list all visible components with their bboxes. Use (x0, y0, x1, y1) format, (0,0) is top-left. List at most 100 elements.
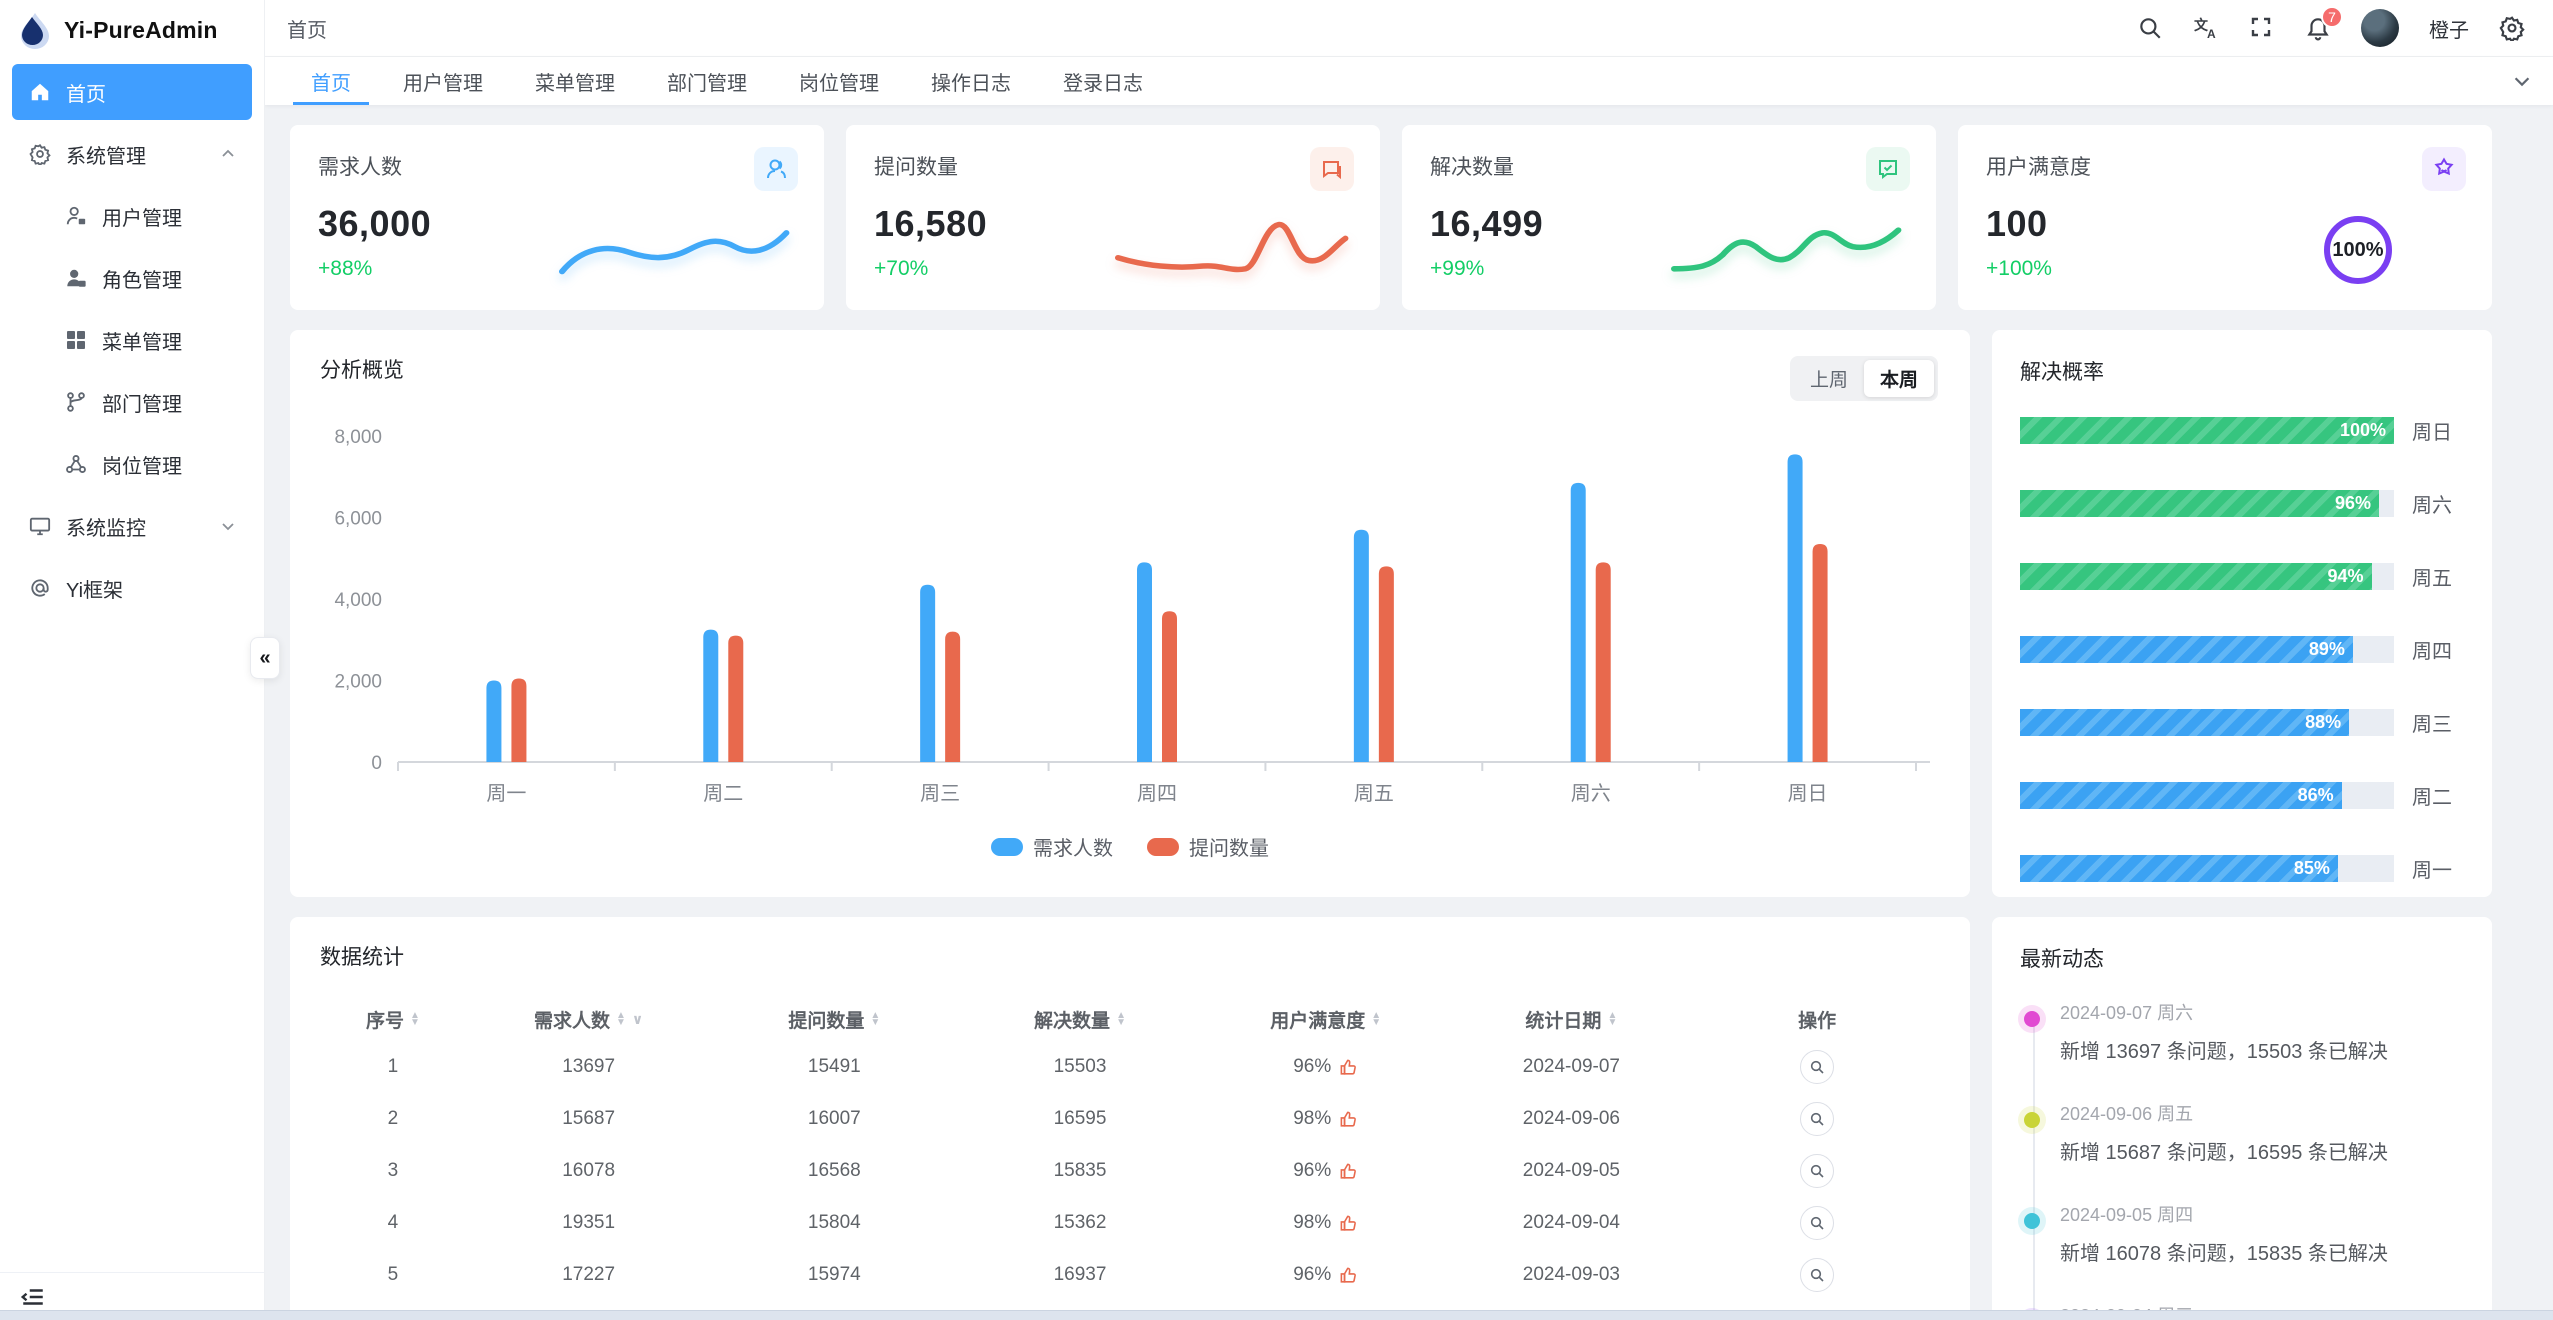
view-detail-button[interactable] (1800, 1258, 1835, 1292)
cell-satisfaction: 98% (1203, 1197, 1449, 1249)
fullscreen-icon[interactable] (2249, 15, 2275, 41)
tab-2[interactable]: 菜单管理 (535, 72, 615, 95)
tab-home[interactable]: 首页 (285, 57, 377, 105)
sidebar-item-dept-admin[interactable]: 部门管理 (12, 374, 252, 430)
solve-bar-row: 100% 周日 (2020, 416, 2464, 445)
sidebar-item-label: Yi框架 (66, 579, 124, 602)
column-header[interactable]: 统计日期 ▲ ▼ (1525, 1010, 1618, 1032)
column-header[interactable]: 序号 ▲ ▼ (365, 1010, 420, 1032)
view-detail-button[interactable] (1800, 1050, 1835, 1084)
stat-card-title: 用户满意度 (1986, 156, 2091, 179)
tab-3[interactable]: 部门管理 (667, 72, 747, 95)
progress-fill: 86% (2020, 782, 2342, 809)
view-detail-button[interactable] (1800, 1154, 1835, 1188)
cell-no: 4 (387, 1212, 399, 1233)
settings-gear-icon[interactable] (2499, 15, 2525, 41)
tab-6[interactable]: 登录日志 (1063, 72, 1143, 95)
sidebar-collapse-button[interactable]: « (250, 637, 280, 679)
breadcrumb[interactable]: 首页 (287, 19, 327, 42)
svg-text:周三: 周三 (920, 783, 960, 805)
progress-track: 88% (2020, 709, 2394, 736)
sidebar-item-label: 系统管理 (66, 145, 146, 168)
cell-solved: 16937 (1053, 1264, 1107, 1285)
at-sign-icon (28, 576, 52, 600)
bar-chart: 0 2,000 4,000 6,000 8,000 周一 周二 周三 周四 周五 周六 周日 (334, 427, 1930, 805)
timeline-date: 2024-09-07 周六 (2060, 1003, 2194, 1023)
cell-date: 2024-09-06 (1522, 1108, 1620, 1129)
progress-day-label: 周二 (2412, 787, 2452, 809)
sidebar-item-home[interactable]: 首页 (12, 64, 252, 120)
sort-carets-icon[interactable]: ▲ ▼ (409, 1010, 420, 1028)
menu-fold-icon[interactable] (20, 1284, 46, 1310)
app-title: Yi-PureAdmin (64, 16, 218, 43)
solve-probability-panel: 解决概率 100% 周日 96% 周六 94% 周五 89% 周四 88% 周三 86% 周二 85% 周… (1992, 330, 2492, 897)
column-header[interactable]: 提问数量 ▲ ▼ (788, 1010, 881, 1032)
sidebar-item-label: 角色管理 (102, 269, 182, 292)
cell-demand: 17227 (562, 1264, 616, 1285)
tabs-chevron-down-icon[interactable] (2511, 70, 2533, 92)
overview-title: 分析概览 (320, 359, 404, 382)
cell-date: 2024-09-03 (1522, 1264, 1620, 1285)
tab-1[interactable]: 用户管理 (403, 72, 483, 95)
view-detail-button[interactable] (1800, 1206, 1835, 1240)
last-week-button[interactable]: 上周 (1809, 370, 1848, 391)
solve-bar-row: 88% 周三 (2020, 708, 2464, 737)
home-icon (28, 80, 52, 104)
sidebar-item-role-admin[interactable]: 角色管理 (12, 250, 252, 306)
cell-demand: 19351 (562, 1212, 616, 1233)
stat-card-solved: 解决数量 16,499 +99% (1402, 125, 1936, 310)
column-header[interactable]: 解决数量 ▲ ▼ (1034, 1010, 1126, 1032)
cell-questions: 16007 (807, 1108, 861, 1129)
column-header[interactable]: 需求人数 ▲ ▼ ∨ (533, 1010, 644, 1032)
sidebar-item-system-admin[interactable]: 系统管理 (12, 126, 252, 182)
notifications-bell[interactable]: 7 (2305, 6, 2343, 41)
chevron-up-icon (220, 146, 236, 162)
progress-day-label: 周日 (2412, 422, 2452, 444)
avatar[interactable] (2361, 9, 2399, 47)
svg-text:文: 文 (2194, 17, 2209, 33)
legend-item[interactable]: 需求人数 (991, 832, 1113, 861)
legend-item[interactable]: 提问数量 (1147, 832, 1269, 861)
stat-card-questions: 提问数量 16,580 +70% (846, 125, 1380, 310)
this-week-button[interactable]: 本周 (1863, 360, 1934, 397)
tab-4[interactable]: 岗位管理 (799, 72, 879, 95)
cell-satisfaction: 98% (1203, 1093, 1449, 1145)
sort-carets-icon[interactable]: ▲ ▼ (1607, 1010, 1618, 1028)
user-name[interactable]: 橙子 (2429, 19, 2469, 42)
view-detail-button[interactable] (1800, 1102, 1835, 1136)
table-row: 2 15687 16007 16595 98% 2024-09-06 (320, 1093, 1940, 1145)
sort-carets-icon[interactable]: ▲ ▼ (1116, 1010, 1126, 1028)
stat-card-title: 解决数量 (1430, 156, 1514, 179)
sidebar-item-yi-framework[interactable]: Yi框架 (12, 560, 252, 616)
logo[interactable]: Yi-PureAdmin (0, 0, 264, 60)
role-user-icon (64, 266, 88, 290)
sidebar-item-menu-admin[interactable]: 菜单管理 (12, 312, 252, 368)
timeline-item: 2024-09-05 周四 新增 16078 条问题，15835 条已解决 (2024, 1201, 2464, 1266)
branch-icon (64, 390, 88, 414)
table-row: 4 19351 15804 15362 98% 2024-09-04 (320, 1197, 1940, 1249)
notification-badge: 7 (2321, 6, 2343, 28)
svg-text:周五: 周五 (1354, 783, 1394, 805)
column-header[interactable]: 用户满意度 ▲ ▼ (1270, 1010, 1382, 1032)
solve-bars-list: 100% 周日 96% 周六 94% 周五 89% 周四 88% 周三 86% 周二 85% 周一 (2020, 416, 2464, 883)
search-icon[interactable] (2137, 15, 2163, 41)
stat-card-title: 需求人数 (318, 156, 402, 179)
progress-fill: 94% (2020, 563, 2372, 590)
legend-label: 提问数量 (1189, 838, 1269, 860)
filter-chevron-icon[interactable]: ∨ (631, 1010, 644, 1027)
timeline-connector (2033, 1015, 2035, 1320)
timeline-list: 2024-09-07 周六 新增 13697 条问题，15503 条已解决 2024… (2020, 999, 2464, 1320)
sidebar-item-user-admin[interactable]: 用户管理 (12, 188, 252, 244)
horizontal-scrollbar[interactable] (0, 1310, 2553, 1320)
network-icon (64, 452, 88, 476)
sidebar-item-post-admin[interactable]: 岗位管理 (12, 436, 252, 492)
sort-carets-icon[interactable]: ▲ ▼ (616, 1010, 626, 1028)
tab-5[interactable]: 操作日志 (931, 72, 1011, 95)
cell-date: 2024-09-05 (1522, 1160, 1620, 1181)
sidebar-item-monitor[interactable]: 系统监控 (12, 498, 252, 554)
cell-no: 5 (387, 1264, 399, 1285)
sort-carets-icon[interactable]: ▲ ▼ (1371, 1010, 1382, 1028)
sort-carets-icon[interactable]: ▲ ▼ (870, 1010, 881, 1028)
